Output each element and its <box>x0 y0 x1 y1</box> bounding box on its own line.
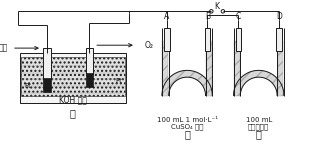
Text: 丙: 丙 <box>256 129 262 139</box>
Text: D: D <box>276 12 282 21</box>
Bar <box>205 28 210 51</box>
Polygon shape <box>162 70 212 95</box>
Bar <box>234 41 240 95</box>
Text: CuSO₄ 溶液: CuSO₄ 溶液 <box>171 123 203 130</box>
Bar <box>20 53 126 103</box>
Bar <box>164 28 170 51</box>
Text: B: B <box>205 12 210 21</box>
Bar <box>43 48 51 79</box>
Text: A: A <box>164 12 169 21</box>
Text: 100 mL: 100 mL <box>246 117 272 123</box>
Bar <box>162 41 168 95</box>
Text: 饱和食盐水: 饱和食盐水 <box>248 123 269 130</box>
Text: O₂: O₂ <box>145 41 154 50</box>
Polygon shape <box>234 70 284 95</box>
Text: 乙: 乙 <box>184 129 190 139</box>
Bar <box>86 73 93 87</box>
Bar <box>234 41 240 95</box>
Bar <box>43 78 51 92</box>
Bar <box>162 41 168 95</box>
Bar <box>86 48 93 74</box>
Bar <box>21 57 125 95</box>
Bar <box>235 28 241 51</box>
Text: C: C <box>236 12 241 21</box>
Text: K: K <box>215 2 220 11</box>
Text: 100 mL 1 mol·L⁻¹: 100 mL 1 mol·L⁻¹ <box>157 117 218 123</box>
Bar <box>206 41 212 95</box>
Text: 甲: 甲 <box>70 108 76 118</box>
Text: Pt: Pt <box>115 78 122 84</box>
Text: KOH 溶液: KOH 溶液 <box>59 95 87 104</box>
Bar <box>278 41 283 95</box>
Bar <box>278 41 283 95</box>
Text: Pt: Pt <box>24 83 31 89</box>
Text: 甲醇: 甲醇 <box>0 44 8 53</box>
Bar <box>276 28 282 51</box>
Bar <box>206 41 212 95</box>
